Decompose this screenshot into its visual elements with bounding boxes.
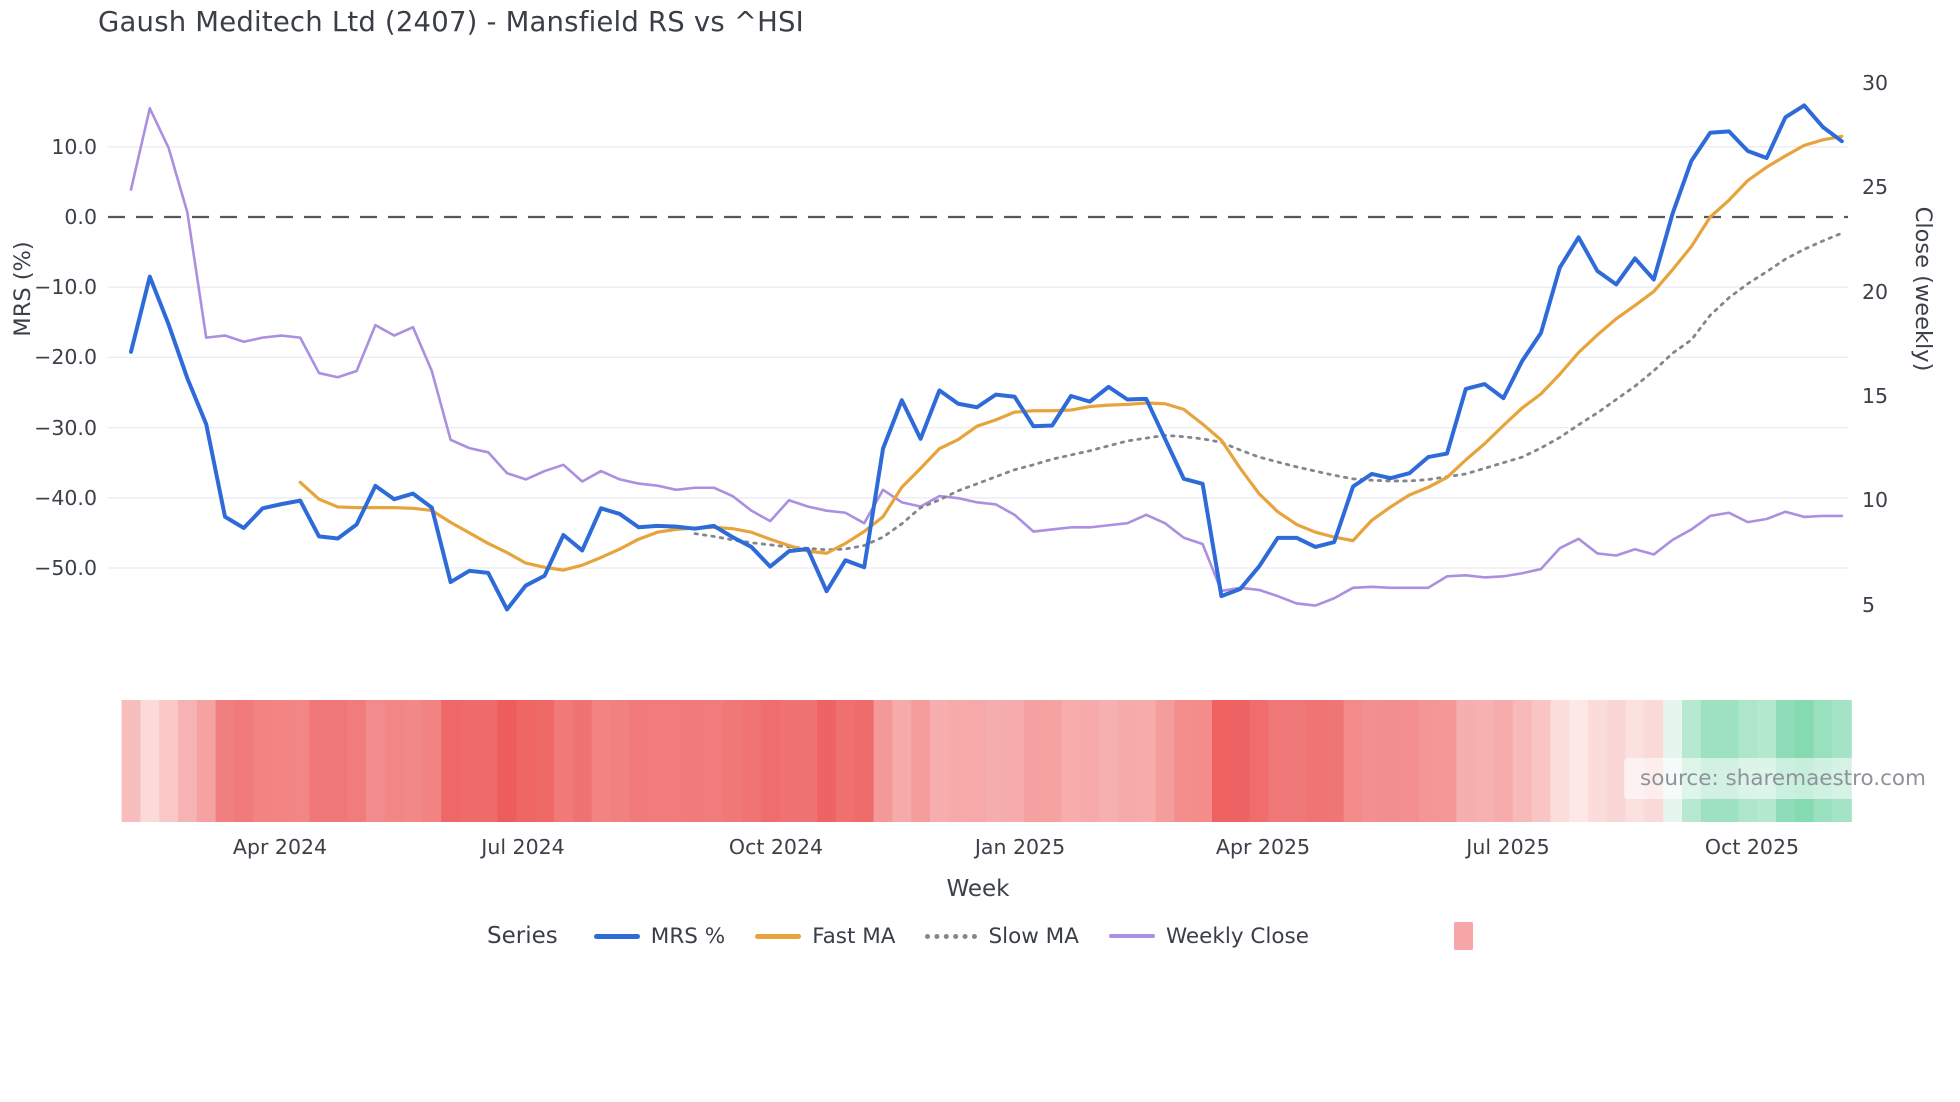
series-line-mrs- — [129, 103, 1844, 612]
series-line-slow-ma — [693, 231, 1844, 552]
chart-title: Gaush Meditech Ltd (2407) - Mansfield RS… — [98, 6, 804, 38]
right-tick: 10 — [1862, 488, 1889, 512]
left-tick: −30.0 — [34, 416, 97, 440]
right-tick: 30 — [1862, 71, 1889, 95]
x-tick: Jul 2025 — [1466, 835, 1550, 859]
series-line-fast-ma — [298, 134, 1844, 572]
right-tick: 20 — [1862, 280, 1889, 304]
legend-item-mrs: MRS % — [593, 923, 726, 949]
fast-ma-line-swatch-icon — [755, 933, 802, 939]
gridlines — [108, 146, 1848, 569]
left-tick: −20.0 — [34, 345, 97, 369]
left-tick: −10.0 — [34, 275, 97, 299]
right-tick: 15 — [1862, 384, 1889, 408]
x-tick: Jul 2024 — [481, 835, 565, 859]
heatmap-swatch-icon — [1453, 922, 1473, 950]
heatmap-strip — [121, 700, 1852, 822]
right-tick: 25 — [1862, 175, 1889, 199]
right-tick: 5 — [1862, 593, 1876, 617]
x-tick: Jan 2025 — [974, 835, 1066, 859]
legend-label: MRS % — [650, 923, 726, 949]
legend-label: Fast MA — [812, 923, 896, 949]
x-axis-title: Week — [946, 876, 1010, 902]
mrs-line-swatch-icon — [593, 933, 640, 939]
slow-ma-dotted-swatch-icon — [925, 933, 978, 939]
x-tick: Apr 2024 — [232, 835, 328, 859]
x-tick: Oct 2025 — [1704, 835, 1800, 859]
legend: Series MRS % Fast MA Slow MA Weekly Clos… — [0, 922, 1960, 950]
x-tick: Oct 2024 — [728, 835, 824, 859]
legend-title: Series — [487, 923, 558, 949]
source-watermark: source: sharemaestro.com — [1624, 758, 1942, 799]
left-tick: 10.0 — [51, 135, 97, 159]
weekly-close-line-swatch-icon — [1108, 934, 1155, 938]
series-line-weekly-close — [129, 106, 1844, 607]
legend-item-weekly-close: Weekly Close — [1108, 923, 1309, 949]
legend-label: Weekly Close — [1165, 923, 1309, 949]
left-tick: −50.0 — [34, 556, 97, 580]
legend-item-fast-ma: Fast MA — [755, 924, 895, 949]
left-tick: 0.0 — [64, 205, 97, 229]
left-tick: −40.0 — [34, 486, 97, 510]
legend-item-slow-ma: Slow MA — [925, 923, 1079, 949]
legend-label: Slow MA — [988, 923, 1079, 949]
x-tick: Apr 2025 — [1215, 835, 1311, 859]
